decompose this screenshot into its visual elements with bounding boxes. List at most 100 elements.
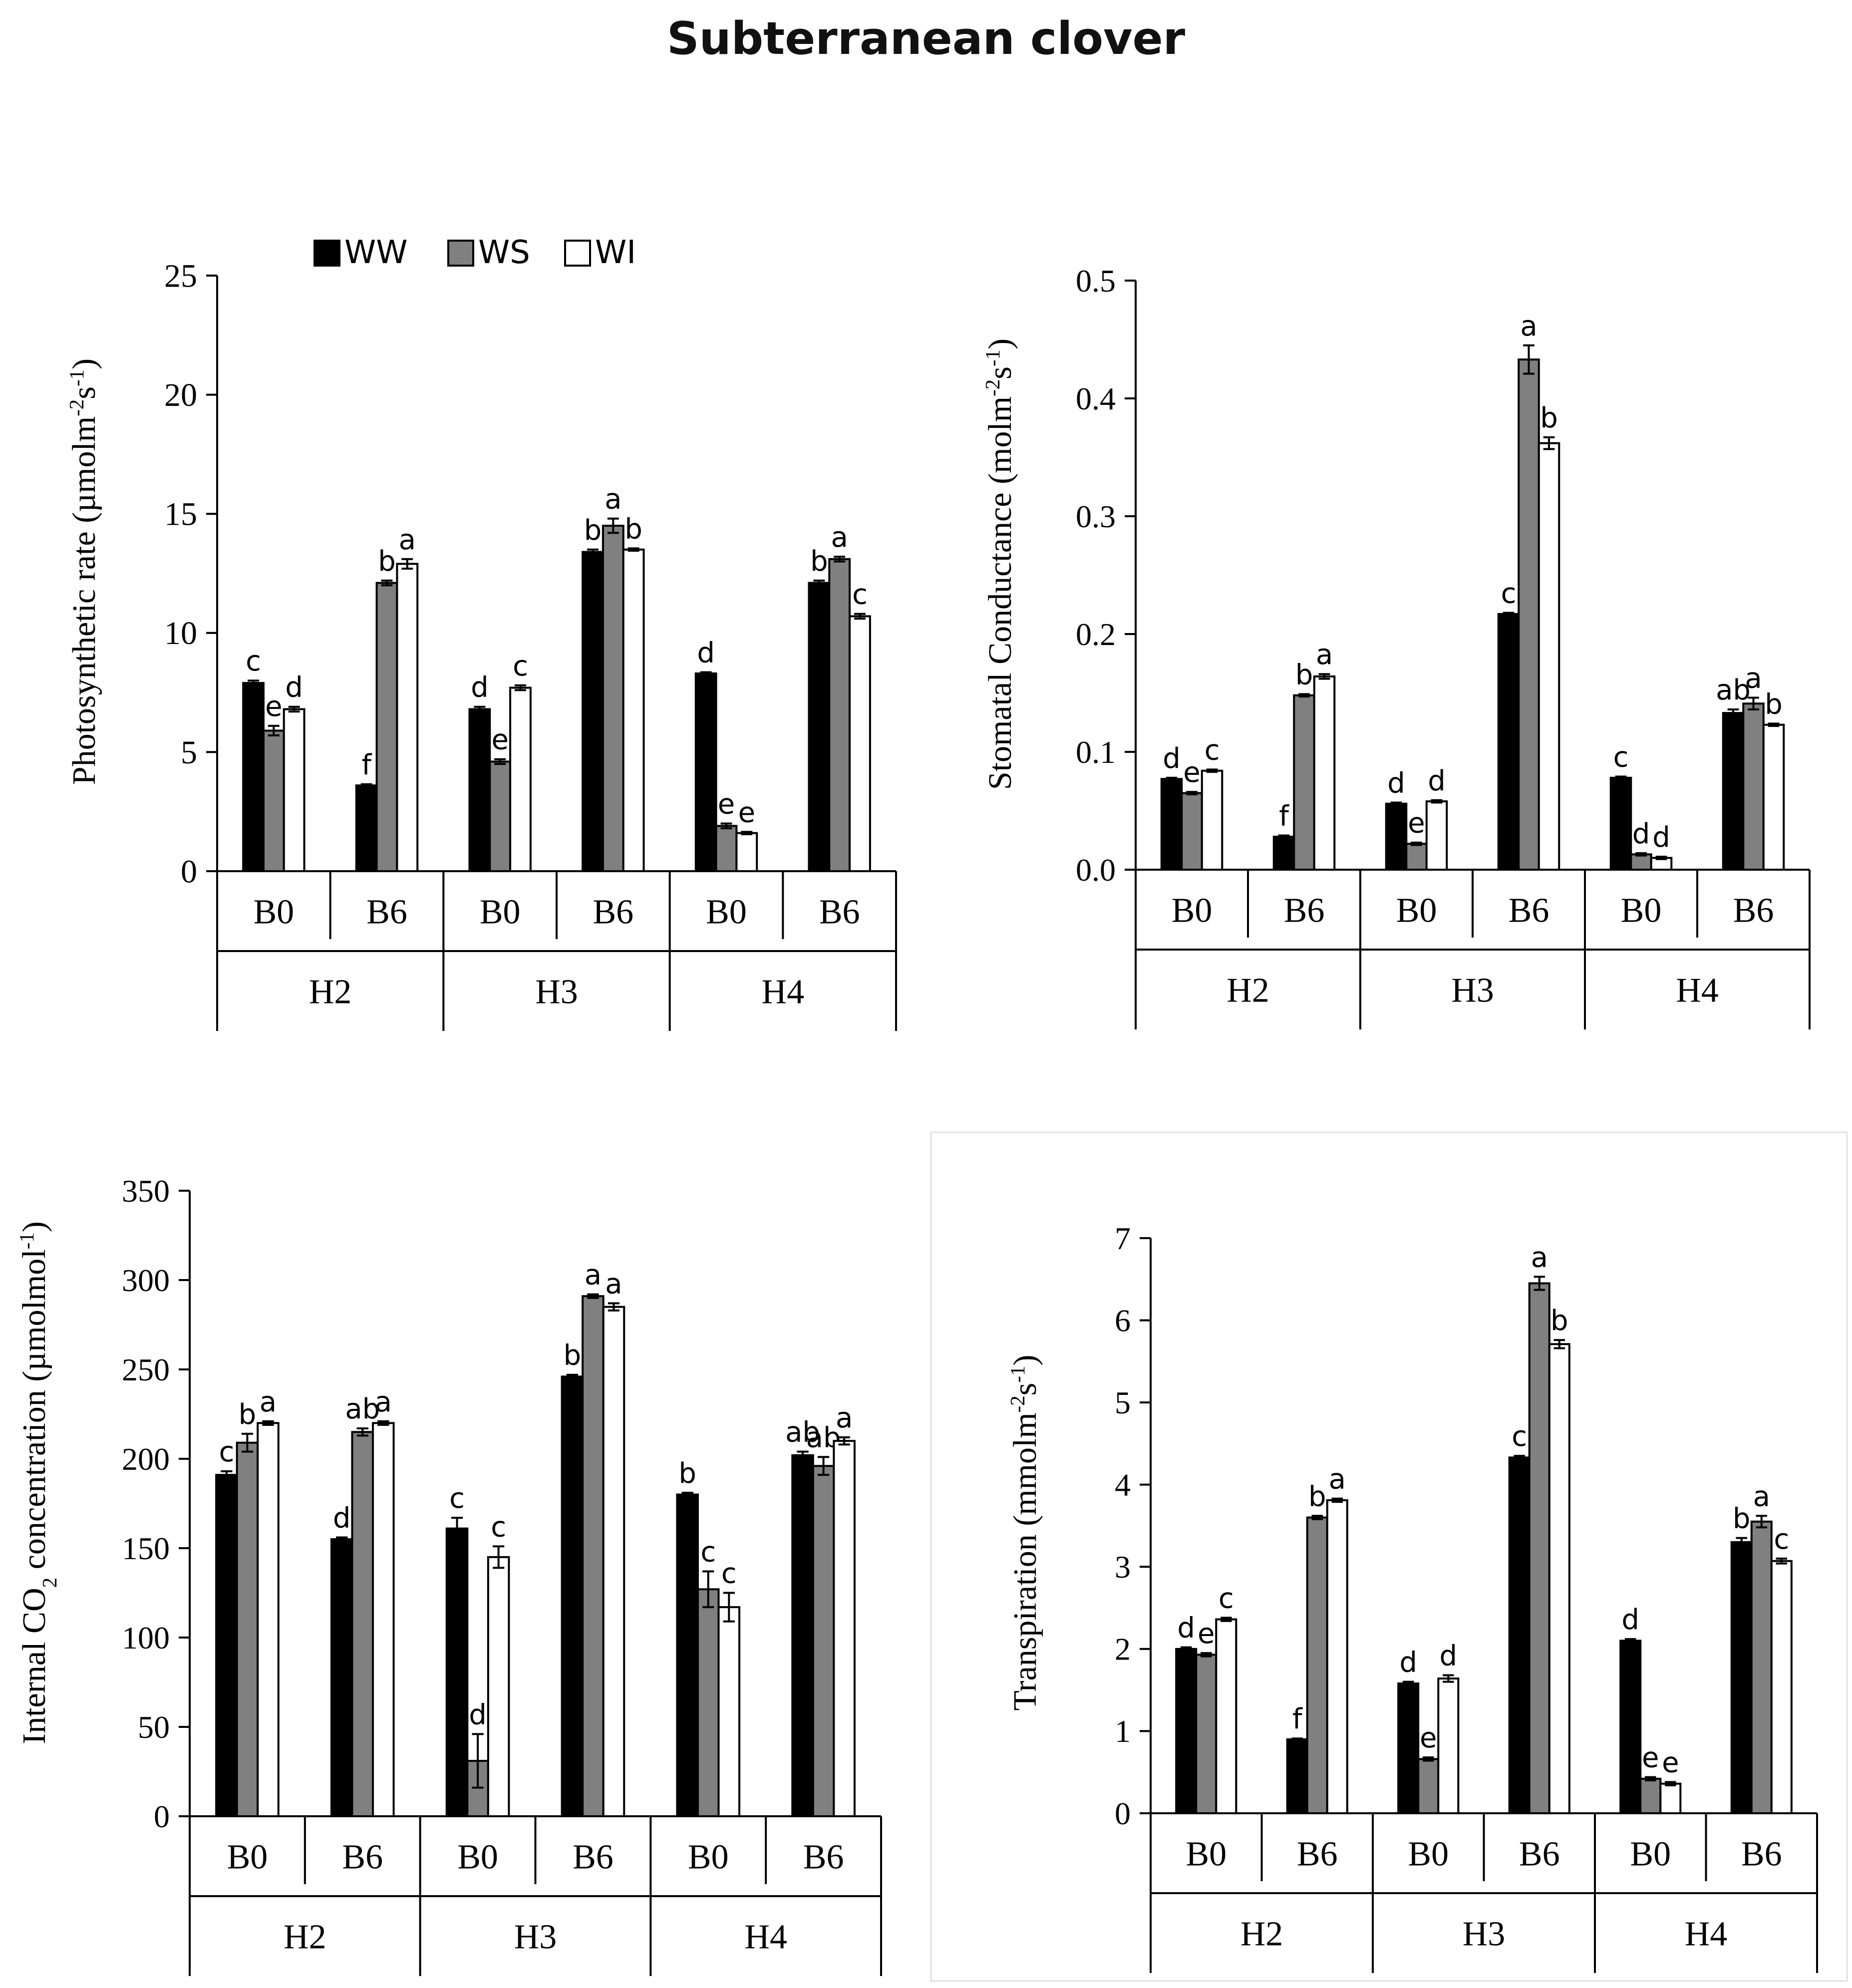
category-label: B0 bbox=[1172, 892, 1213, 930]
bar-ws bbox=[1417, 1758, 1440, 1814]
significance-letter: c bbox=[852, 579, 868, 611]
significance-letter: d bbox=[1652, 821, 1670, 854]
significance-letter: ab bbox=[1716, 674, 1751, 706]
y-tick-label: 0.0 bbox=[1076, 852, 1116, 888]
y-tick-label: 300 bbox=[122, 1263, 170, 1298]
group-label: H4 bbox=[1676, 972, 1719, 1010]
significance-letter: b bbox=[1540, 402, 1558, 434]
significance-letter: b bbox=[1308, 1480, 1326, 1513]
bar-ww bbox=[1722, 712, 1745, 871]
bar-ws bbox=[1293, 694, 1315, 871]
y-tick-label: 4 bbox=[1115, 1467, 1131, 1502]
y-axis-title-superscript: -2 bbox=[65, 399, 88, 416]
significance-letter: a bbox=[831, 521, 848, 554]
y-tick-label: 25 bbox=[164, 258, 197, 294]
y-axis-title-superscript: -2 bbox=[981, 379, 1004, 396]
category-label: B6 bbox=[1519, 1835, 1560, 1874]
y-tick-label: 0.2 bbox=[1076, 617, 1116, 652]
y-axis-title-superscript: -1 bbox=[15, 1232, 38, 1249]
significance-letter: a bbox=[1520, 310, 1537, 342]
significance-letter: a bbox=[836, 1402, 853, 1434]
y-axis-title-superscript: -1 bbox=[981, 349, 1004, 366]
y-axis-title-part: Photosynthetic rate (µmolm bbox=[66, 416, 102, 785]
y-tick-label: 0.1 bbox=[1076, 734, 1116, 770]
bar-ws bbox=[602, 525, 624, 873]
significance-letter: e bbox=[738, 796, 755, 829]
y-tick-label: 10 bbox=[164, 615, 197, 652]
category-label: B0 bbox=[480, 893, 521, 932]
significance-letter: e bbox=[1662, 1746, 1679, 1779]
significance-letter: c bbox=[246, 645, 261, 677]
legend-label-ws: WS bbox=[478, 234, 530, 271]
y-axis-title-part: Stomatal Conductance (molm bbox=[982, 396, 1018, 790]
significance-letter: d bbox=[1387, 767, 1405, 799]
significance-letter: d bbox=[469, 1698, 487, 1731]
significance-letter: c bbox=[513, 650, 528, 682]
panel-frame bbox=[930, 1131, 1848, 1982]
y-axis-title-superscript: -2 bbox=[1006, 1395, 1029, 1412]
bar-ws bbox=[1528, 1282, 1550, 1815]
bar-ww bbox=[242, 682, 265, 872]
category-label: B6 bbox=[1297, 1835, 1338, 1874]
y-tick-label: 250 bbox=[122, 1352, 170, 1387]
bar-ws bbox=[351, 1431, 374, 1818]
significance-letter: c bbox=[1774, 1523, 1789, 1556]
significance-letter: b bbox=[239, 1398, 257, 1431]
bar-ws bbox=[1750, 1520, 1773, 1815]
group-label: H2 bbox=[1227, 972, 1269, 1010]
category-label: B6 bbox=[342, 1838, 383, 1877]
chart-stomatal-conductance: 0.0 0.1 0.2 0.3 0.4 0.5 Stomatal Conductance (… bbox=[981, 263, 1811, 1029]
bar-ww bbox=[1272, 835, 1295, 871]
bar-ws bbox=[1742, 702, 1765, 871]
y-tick-label: 0 bbox=[1115, 1796, 1131, 1831]
bar-ww bbox=[1730, 1541, 1753, 1814]
bar-ww bbox=[561, 1375, 584, 1818]
bar-wi bbox=[1313, 675, 1336, 871]
y-axis-title-part: s bbox=[66, 386, 102, 399]
bar-ww bbox=[1397, 1682, 1420, 1814]
y-tick-label: 2 bbox=[1115, 1632, 1131, 1667]
bar-ws bbox=[489, 760, 512, 873]
bar-wi bbox=[396, 563, 419, 872]
y-tick-label: 3 bbox=[1115, 1549, 1131, 1585]
bar-wi bbox=[1770, 1560, 1793, 1814]
significance-letter: a bbox=[1753, 1480, 1770, 1513]
bar-ws bbox=[1181, 792, 1203, 871]
bar-ww bbox=[808, 582, 831, 872]
bar-ws bbox=[1630, 853, 1652, 871]
y-axis-title-part: ) bbox=[16, 1221, 52, 1232]
category-label: B6 bbox=[1741, 1835, 1782, 1874]
significance-letter: c bbox=[1613, 741, 1629, 774]
y-tick-label: 15 bbox=[164, 496, 197, 533]
legend-swatch-wi bbox=[564, 240, 591, 267]
category-label: B6 bbox=[1284, 892, 1325, 930]
significance-letter: a bbox=[1329, 1463, 1346, 1496]
significance-letter: a bbox=[585, 1259, 602, 1292]
bar-ws bbox=[375, 582, 398, 872]
significance-letter: c bbox=[1219, 1582, 1234, 1615]
group-label: H2 bbox=[309, 973, 352, 1011]
significance-letter: b bbox=[1733, 1503, 1751, 1535]
y-tick-label: 0 bbox=[181, 853, 197, 890]
significance-letter: b bbox=[810, 545, 828, 578]
significance-letter: d bbox=[1428, 765, 1446, 797]
legend-swatch-ww bbox=[313, 240, 340, 267]
bar-wi bbox=[717, 1606, 741, 1817]
significance-letter: d bbox=[1440, 1640, 1458, 1672]
bar-wi bbox=[1326, 1499, 1348, 1815]
significance-letter: b bbox=[1295, 659, 1313, 691]
y-axis-title-part: concentration (µmolmol bbox=[16, 1249, 52, 1578]
bar-ww bbox=[676, 1493, 699, 1818]
category-label: B6 bbox=[1733, 892, 1774, 930]
bar-ws bbox=[1518, 358, 1540, 871]
significance-letter: c bbox=[491, 1511, 506, 1543]
y-axis-title-part: Transpiration (mmolm bbox=[1007, 1412, 1043, 1710]
significance-letter: d bbox=[1632, 818, 1650, 850]
bar-ws bbox=[828, 558, 851, 873]
bar-ws bbox=[262, 729, 285, 873]
significance-letter: b bbox=[678, 1457, 696, 1490]
bar-ws bbox=[1195, 1654, 1218, 1815]
significance-letter: ab bbox=[785, 1416, 820, 1449]
significance-letter: ab bbox=[345, 1393, 380, 1425]
